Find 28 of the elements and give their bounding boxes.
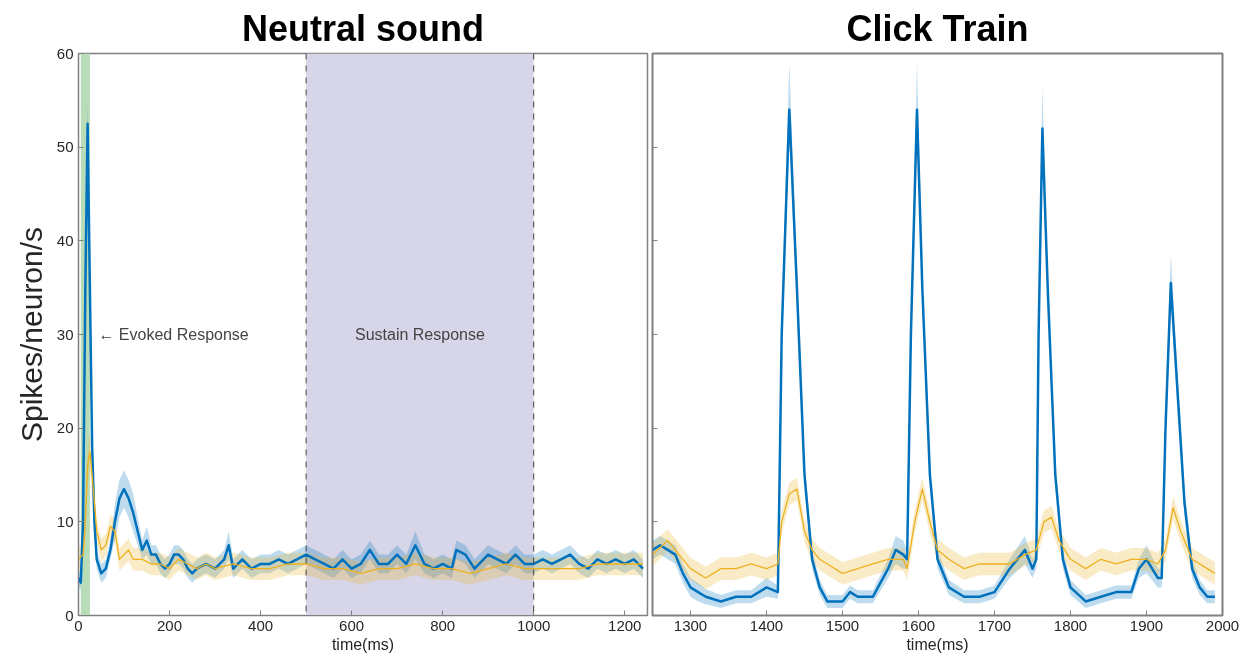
x-tick-label: 1400: [749, 616, 784, 634]
x-tick-label: 1200: [608, 616, 642, 634]
x-axis-title: time(ms): [906, 635, 969, 653]
y-tick-label: 10: [56, 512, 74, 530]
x-tick-label: 1300: [673, 616, 708, 634]
x-tick-label: 1800: [1053, 616, 1088, 634]
y-tick-label: 60: [56, 44, 74, 62]
y-tick-label: 30: [56, 325, 74, 343]
x-tick-label: 1500: [825, 616, 860, 634]
chart-title: Click Train: [846, 7, 1029, 49]
line-series: [78, 450, 644, 574]
x-tick-label: 200: [157, 616, 183, 634]
y-tick-label: 20: [56, 419, 74, 437]
y-tick-label: 50: [56, 138, 74, 156]
x-tick-label: 600: [339, 616, 365, 634]
x-tick-label: 1600: [901, 616, 936, 634]
y-axis-title: Spikes/neuron/s: [14, 226, 48, 443]
x-tick-label: 1000: [517, 616, 551, 634]
x-tick-label: 400: [248, 616, 274, 634]
x-tick-label: 800: [430, 616, 456, 634]
x-tick-label: 1700: [977, 616, 1012, 634]
x-tick-label: 2000: [1205, 616, 1240, 634]
x-axis-title: time(ms): [331, 635, 395, 653]
y-tick-label: 40: [56, 231, 74, 249]
band-label: Sustain Response: [354, 326, 485, 343]
x-tick-label: 1900: [1129, 616, 1164, 634]
chart-title: Neutral sound: [241, 7, 485, 49]
annotation: ← Evoked Response: [98, 326, 249, 343]
